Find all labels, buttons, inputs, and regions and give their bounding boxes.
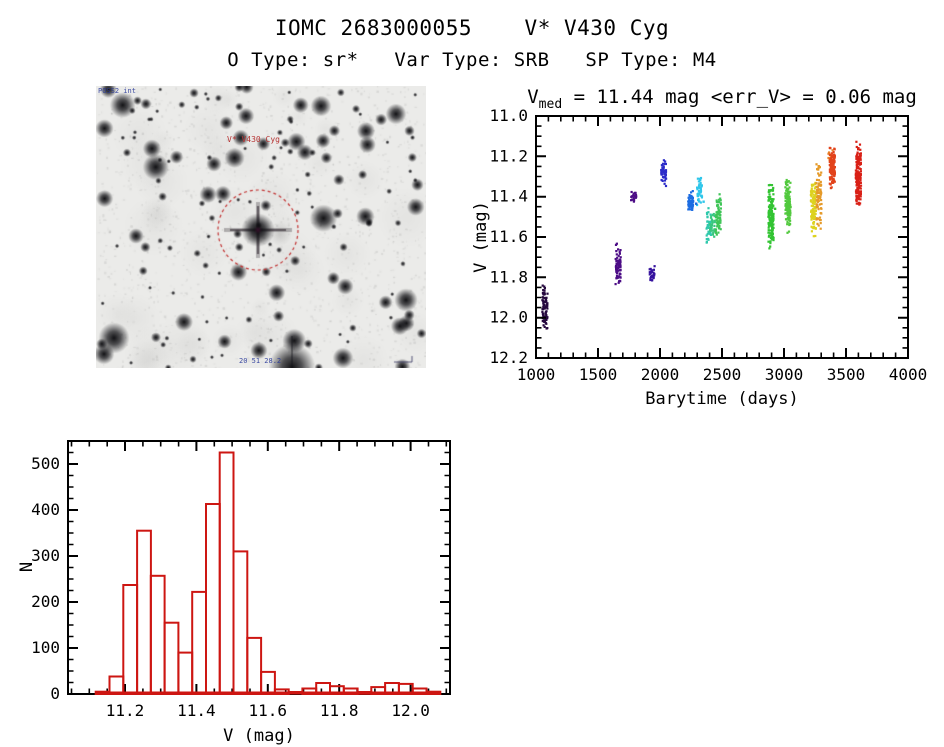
finder-chart: POSS2 int V* V430 Cyg 20 51 28.2 — [96, 86, 426, 368]
histogram-bar — [356, 691, 373, 695]
histogram-bar — [425, 690, 442, 696]
x-tick-label: 11.8 — [320, 701, 359, 720]
histogram-tick-labels: 11.2 11.4 11.6 11.8 12.0 0 100 200 300 400 500 — [31, 454, 430, 720]
y-tick-label: 100 — [31, 638, 60, 657]
coords-label: 20 51 28.2 — [239, 357, 282, 365]
lightcurve-title: Vmed = 11.44 mag <err_V> = 0.06 mag — [527, 86, 917, 112]
lightcurve-data-points — [541, 140, 863, 330]
histogram-bar — [191, 590, 207, 695]
minor-ticks — [537, 117, 907, 357]
histogram-bar — [108, 675, 125, 695]
lightcurve-axes-frame — [535, 115, 909, 359]
histogram-xaxis-label: V (mag) — [223, 726, 295, 746]
page-title: IOMC 2683000055 V* V430 Cyg — [274, 16, 670, 40]
histogram-bar — [163, 621, 180, 695]
y-tick-label: 11.4 — [489, 187, 528, 206]
histogram-bar — [301, 687, 318, 695]
histogram-bar — [136, 529, 152, 695]
y-tick-label: 500 — [31, 454, 60, 473]
x-tick-label: 4000 — [889, 365, 928, 384]
histogram-plot: 11.2 11.4 11.6 11.8 12.0 0 100 200 300 400 500 V (… — [17, 440, 451, 746]
major-ticks — [535, 115, 909, 359]
y-tick-label: 200 — [31, 592, 60, 611]
histogram-bar — [177, 651, 194, 696]
lightcurve-xaxis-label: Barytime (days) — [645, 389, 799, 409]
histogram-ticks — [69, 442, 449, 695]
y-tick-label: 300 — [31, 546, 60, 565]
histogram-bar — [122, 584, 139, 695]
histogram-bar — [205, 503, 221, 695]
x-tick-label: 3000 — [765, 365, 804, 384]
y-tick-label: 400 — [31, 500, 60, 519]
y-tick-label: 11.2 — [489, 146, 528, 165]
y-tick-label: 12.2 — [489, 348, 528, 367]
x-tick-label: 11.6 — [249, 701, 288, 720]
lightcurve-tick-labels: 1000 1500 2000 2500 3000 3500 4000 11.0 11.2 11.4… — [489, 106, 927, 384]
x-tick-label: 12.0 — [391, 701, 430, 720]
histogram-bar — [218, 451, 235, 695]
x-tick-label: 1500 — [579, 365, 618, 384]
histogram-bar — [411, 687, 428, 695]
y-tick-label: 11.0 — [489, 106, 528, 125]
y-tick-label: 12.0 — [489, 308, 528, 327]
histogram-bar — [246, 636, 263, 695]
histogram-bar — [287, 691, 304, 695]
minor-ticks — [69, 442, 449, 693]
x-tick-label: 2000 — [641, 365, 680, 384]
y-tick-label: 11.8 — [489, 267, 528, 286]
x-tick-label: 3500 — [827, 365, 866, 384]
starfield-image — [96, 86, 426, 368]
x-tick-label: 11.2 — [106, 701, 145, 720]
histogram-bars — [94, 451, 442, 696]
x-tick-label: 2500 — [703, 365, 742, 384]
x-tick-label: 11.4 — [177, 701, 216, 720]
target-annotation-label: V* V430 Cyg — [227, 135, 280, 144]
lightcurve-ticks — [535, 115, 909, 359]
histogram-yaxis-label: N — [17, 562, 37, 572]
histogram-bar — [260, 670, 276, 695]
y-tick-label: 11.6 — [489, 227, 528, 246]
x-tick-label: 1000 — [517, 365, 556, 384]
lightcurve-yaxis-label: V (mag) — [471, 201, 491, 273]
histogram-bar — [232, 550, 249, 696]
major-ticks — [69, 442, 449, 695]
y-tick-label: 0 — [50, 684, 60, 703]
histogram-bar — [342, 687, 359, 695]
histogram-bar — [149, 574, 166, 695]
histogram-axes-frame — [67, 440, 451, 695]
survey-label: POSS2 int — [98, 87, 136, 95]
page-subtitle: O Type: sr* Var Type: SRB SP Type: M4 — [227, 49, 717, 71]
lightcurve-plot: Vmed = 11.44 mag <err_V> = 0.06 mag 1000… — [471, 86, 927, 409]
